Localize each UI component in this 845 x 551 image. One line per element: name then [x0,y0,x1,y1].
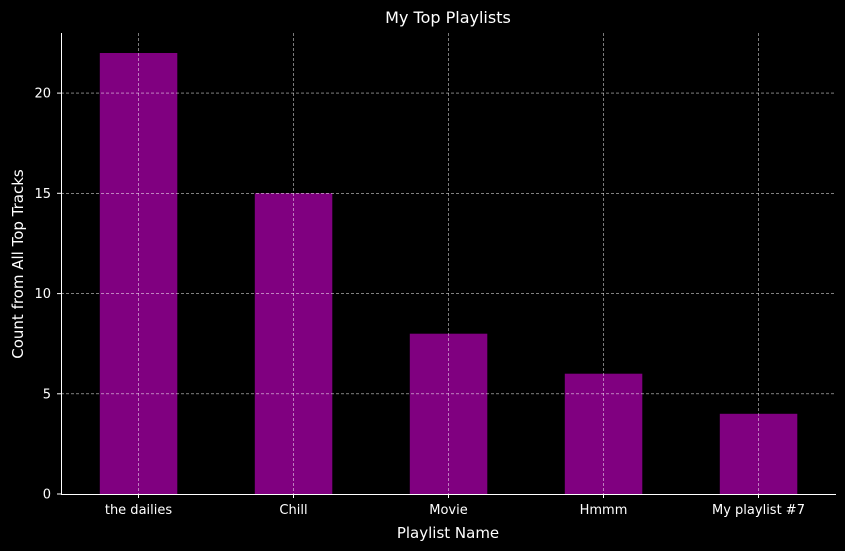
x-tick-label-0: the dailies [105,503,173,518]
x-tick-labels: the dailies Chill Movie Hmmm My playlist #7 [105,494,805,518]
x-axis-label: Playlist Name [397,524,499,542]
grid-lines [61,33,836,494]
x-tick-label-3: Hmmm [580,503,628,518]
y-tick-label-1: 5 [43,387,51,402]
y-axis-label: Count from All Top Tracks [9,169,27,359]
y-tick-label-4: 20 [34,87,51,102]
y-tick-label-2: 10 [34,287,51,302]
y-tick-label-0: 0 [43,488,51,503]
x-tick-label-4: My playlist #7 [712,503,805,518]
y-tick-labels: 0 5 10 15 20 [34,87,61,503]
y-tick-label-3: 15 [34,187,51,202]
x-tick-label-1: Chill [279,503,307,518]
x-tick-label-2: Movie [429,503,467,518]
chart-title: My Top Playlists [385,8,511,27]
